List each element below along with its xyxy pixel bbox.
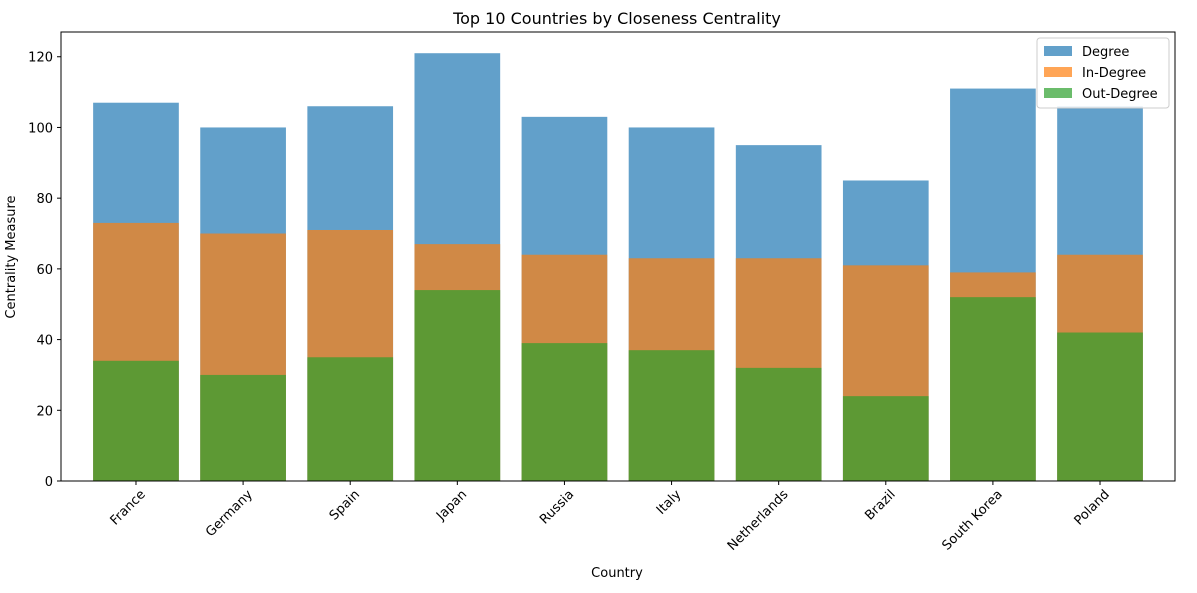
legend-swatch-degree — [1044, 46, 1072, 56]
y-tick-label: 120 — [28, 51, 53, 66]
bars-group — [93, 53, 1143, 482]
plot-area: 0 20 40 60 80 100 120 France Germany Spain Japan R… — [28, 31, 1176, 554]
x-tick-label: Spain — [327, 487, 363, 523]
bar-out-degree-brazil — [842, 396, 929, 481]
y-axis-label: Centrality Measure — [4, 195, 19, 318]
bar-out-degree-south-korea — [950, 297, 1036, 481]
bar-out-degree-russia — [521, 343, 608, 481]
bar-out-degree-poland — [1057, 332, 1143, 481]
bar-out-degree-netherlands — [735, 367, 822, 481]
y-axis: 0 20 40 60 80 100 120 — [28, 51, 61, 490]
bar-out-degree-france — [93, 360, 179, 481]
bar-out-degree-italy — [628, 350, 715, 481]
plot-frame — [60, 31, 1176, 482]
x-axis: France Germany Spain Japan Russia Italy Nether… — [108, 481, 1113, 554]
x-axis-label: Country — [591, 566, 643, 581]
bar-out-degree-germany — [200, 374, 286, 481]
x-tick-label: Netherlands — [725, 487, 792, 554]
legend-label: In-Degree — [1082, 66, 1146, 81]
chart-title: Top 10 Countries by Closeness Centrality — [452, 9, 781, 28]
legend-label: Out-Degree — [1082, 87, 1158, 102]
x-tick-label: Brazil — [862, 487, 898, 523]
bar-out-degree-spain — [307, 357, 394, 481]
y-tick-label: 60 — [36, 263, 53, 278]
x-tick-label: Italy — [654, 487, 685, 518]
legend-label: Degree — [1082, 45, 1129, 60]
bar-out-degree-japan — [414, 290, 501, 481]
legend-swatch-out-degree — [1044, 88, 1072, 98]
legend: Degree In-Degree Out-Degree — [1036, 37, 1170, 109]
y-tick-label: 0 — [45, 475, 53, 490]
y-tick-label: 100 — [28, 121, 53, 136]
y-tick-label: 80 — [36, 192, 53, 207]
x-tick-label: South Korea — [939, 487, 1005, 553]
x-tick-label: Russia — [537, 487, 577, 527]
x-tick-label: Germany — [203, 487, 256, 540]
y-tick-label: 40 — [36, 334, 53, 349]
x-tick-label: Japan — [433, 487, 470, 524]
y-tick-label: 20 — [36, 404, 53, 419]
x-tick-label: Poland — [1072, 487, 1113, 528]
x-tick-label: France — [108, 487, 149, 528]
legend-swatch-in-degree — [1044, 67, 1072, 77]
